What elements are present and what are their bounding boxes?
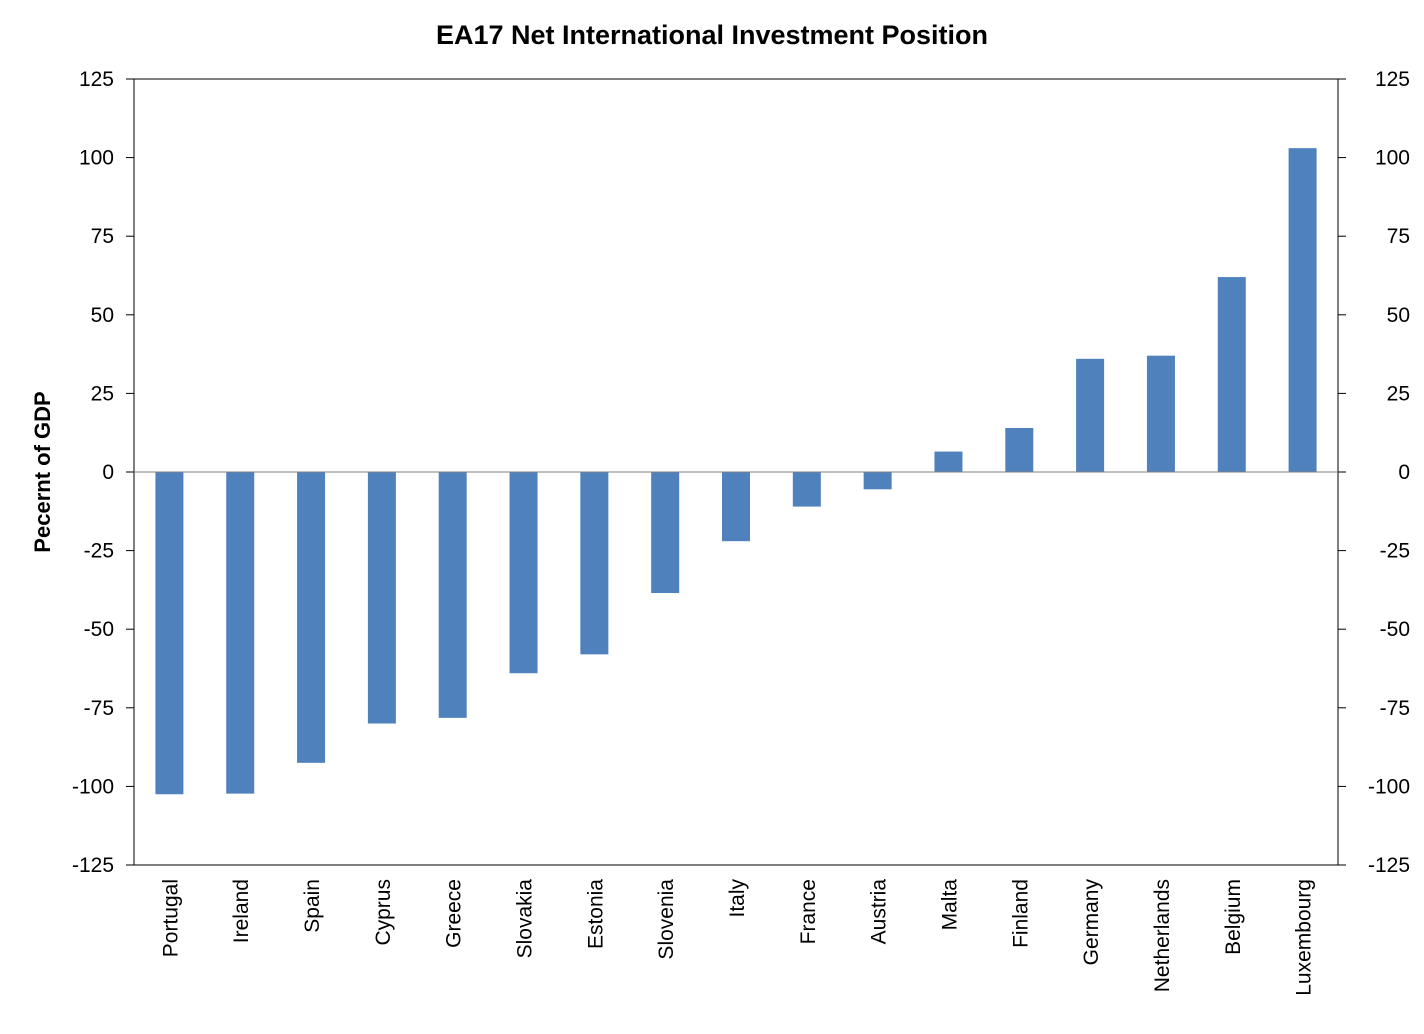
bar-ireland	[226, 472, 255, 794]
right-tick-label: 50	[1387, 304, 1410, 327]
bar-estonia	[580, 472, 609, 655]
category-label: Slovakia	[514, 879, 537, 959]
category-label: Cyprus	[372, 879, 395, 946]
bar-luxembourg	[1288, 148, 1317, 472]
left-tick-label: 100	[79, 147, 114, 170]
right-tick-label: -75	[1380, 697, 1410, 720]
right-tick-label: -25	[1380, 540, 1410, 563]
category-label: Austria	[868, 879, 891, 945]
y-axis-title: Pecernt of GDP	[30, 391, 55, 552]
category-label: Luxembourg	[1293, 879, 1316, 996]
left-tick-label: 75	[91, 225, 114, 248]
right-tick-label: 125	[1375, 68, 1410, 91]
category-label: Italy	[726, 879, 749, 918]
bar-portugal	[155, 472, 184, 795]
category-label: France	[797, 879, 820, 944]
left-tick-label: 25	[91, 382, 114, 405]
left-tick-label: 50	[91, 304, 114, 327]
right-tick-label: 100	[1375, 147, 1410, 170]
category-label: Ireland	[230, 879, 253, 943]
category-label: Belgium	[1222, 879, 1245, 955]
left-tick-label: -125	[72, 854, 114, 877]
left-tick-label: -25	[84, 540, 114, 563]
right-tick-label: 25	[1387, 382, 1410, 405]
left-tick-label: 0	[102, 461, 114, 484]
left-tick-label: -100	[72, 775, 114, 798]
category-label: Finland	[1009, 879, 1032, 948]
bar-malta	[934, 451, 963, 472]
category-label: Netherlands	[1151, 879, 1174, 992]
bar-netherlands	[1146, 355, 1175, 472]
bar-france	[792, 472, 821, 507]
left-tick-label: -75	[84, 697, 114, 720]
bar-spain	[297, 472, 326, 763]
chart-title: EA17 Net International Investment Positi…	[436, 20, 988, 50]
right-tick-label: 0	[1398, 461, 1410, 484]
bar-austria	[863, 472, 892, 490]
category-label: Estonia	[584, 879, 607, 949]
bar-series	[155, 148, 1317, 795]
left-tick-label: 125	[79, 68, 114, 91]
left-y-axis: 125 100 75 50 25 0 -25 -50 -75 -100 -125	[72, 68, 134, 877]
bar-finland	[1005, 427, 1034, 472]
category-label: Greece	[443, 879, 466, 948]
right-tick-label: -100	[1368, 775, 1410, 798]
right-y-axis: 125 100 75 50 25 0 -25 -50 -75 -100 -125	[1338, 68, 1410, 877]
bar-italy	[722, 472, 750, 542]
bar-germany	[1076, 358, 1105, 472]
right-tick-label: -125	[1368, 854, 1410, 877]
left-tick-label: -50	[84, 618, 114, 641]
category-label: Germany	[1080, 879, 1103, 966]
category-label: Spain	[301, 879, 324, 933]
category-label: Slovenia	[655, 879, 678, 960]
bar-slovenia	[651, 472, 680, 594]
category-axis-labels: Portugal Ireland Spain Cyprus Greece Slovakia…	[159, 879, 1316, 996]
category-label: Portugal	[159, 879, 182, 957]
bar-slovakia	[509, 472, 538, 674]
category-label: Malta	[938, 879, 961, 931]
bar-belgium	[1217, 277, 1246, 472]
bar-greece	[438, 472, 467, 718]
right-tick-label: 75	[1387, 225, 1410, 248]
right-tick-label: -50	[1380, 618, 1410, 641]
bar-cyprus	[367, 472, 396, 724]
